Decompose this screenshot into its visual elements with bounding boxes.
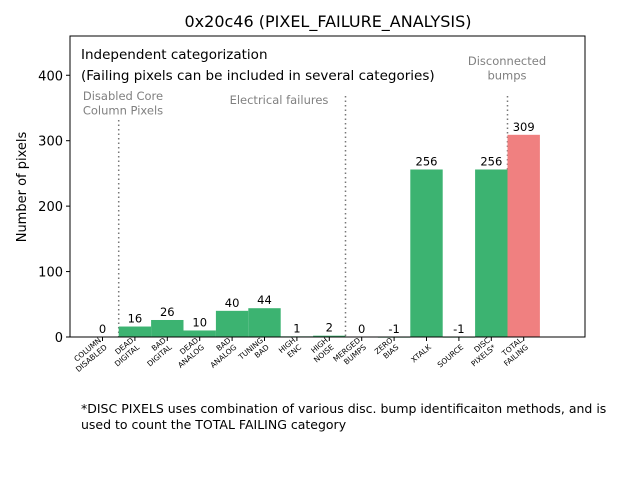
x-tick-label: DEADANALOG bbox=[170, 336, 206, 370]
x-tick-label: XTALK bbox=[409, 342, 433, 365]
plot-frame bbox=[69, 35, 586, 338]
bar-value-label: 40 bbox=[225, 296, 240, 310]
x-tick-label: TUNINGBAD bbox=[236, 336, 271, 369]
x-tick-label: TOTALFAILING bbox=[496, 335, 530, 368]
bar-value-label: 2 bbox=[326, 321, 333, 335]
section-label: Disabled Core Column Pixels bbox=[83, 89, 163, 118]
bar bbox=[313, 335, 346, 337]
bar-value-label: 256 bbox=[416, 154, 438, 168]
x-tick-label: MERGEDBUMPS bbox=[331, 336, 368, 371]
y-tick-label: 200 bbox=[38, 200, 63, 215]
y-tick-label: 0 bbox=[55, 331, 63, 346]
bar-value-label: 0 bbox=[99, 322, 106, 336]
section-label: Disconnected bumps bbox=[468, 54, 546, 83]
section-label: Electrical failures bbox=[230, 93, 329, 107]
bar-value-label: 256 bbox=[480, 154, 502, 168]
bar-value-label: 16 bbox=[128, 312, 143, 326]
bar-value-label: 10 bbox=[192, 315, 207, 329]
x-tick-label: HIGHNOISE bbox=[306, 336, 336, 365]
bar-value-label: 0 bbox=[358, 322, 365, 336]
x-tick-label: HIGHENC bbox=[277, 336, 303, 362]
x-tick-label: BADDIGITAL bbox=[140, 335, 175, 368]
bar bbox=[475, 169, 508, 337]
bar-value-label: 44 bbox=[257, 293, 272, 307]
y-axis-label: Number of pixels bbox=[15, 131, 30, 242]
bar bbox=[118, 326, 152, 337]
x-tick-label: ZEROBIAS bbox=[373, 336, 401, 363]
box-text-note: (Failing pixels can be included in sever… bbox=[81, 68, 435, 84]
bar bbox=[507, 134, 540, 337]
bar-value-label: 26 bbox=[160, 305, 175, 319]
bar bbox=[151, 319, 184, 337]
bar bbox=[410, 169, 443, 337]
x-tick-label: COLUMNDISABLED bbox=[68, 336, 109, 374]
bar bbox=[215, 310, 249, 337]
y-tick-label: 400 bbox=[38, 69, 63, 84]
y-tick-label: 100 bbox=[38, 266, 63, 281]
bar-value-label: 309 bbox=[513, 120, 535, 134]
bar-value-label: 1 bbox=[293, 321, 300, 335]
bar-value-label: -1 bbox=[388, 322, 399, 336]
x-tick-label: DEADDIGITAL bbox=[107, 335, 142, 368]
x-tick-label: SOURCE bbox=[436, 342, 466, 369]
bar bbox=[248, 308, 281, 337]
box-text-title: Independent categorization bbox=[81, 47, 268, 63]
x-tick-label: BADANALOG bbox=[203, 336, 239, 370]
bar bbox=[183, 330, 216, 337]
x-tick-label: DISCPIXELS* bbox=[464, 336, 498, 369]
y-tick-label: 300 bbox=[38, 135, 63, 150]
bar-value-label: -1 bbox=[453, 322, 464, 336]
footnote: *DISC PIXELS uses combination of various… bbox=[81, 401, 607, 432]
chart-title: 0x20c46 (PIXEL_FAILURE_ANALYSIS) bbox=[185, 12, 472, 32]
